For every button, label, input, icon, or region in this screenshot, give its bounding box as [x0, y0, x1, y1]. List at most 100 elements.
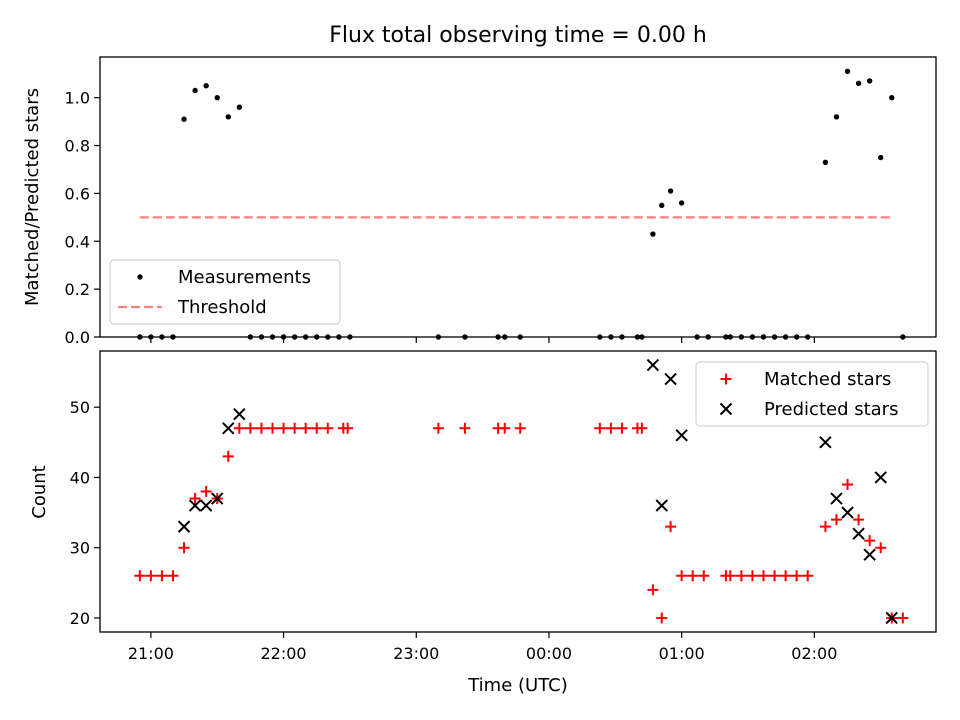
x-axis-label: Time (UTC) [467, 675, 568, 696]
data-point-matched-stars [746, 570, 758, 582]
x-tick-label: 01:00 [659, 644, 705, 663]
data-point-matched-stars [200, 486, 212, 497]
bottom-y-axis-label: Count [29, 465, 50, 518]
top-y-ticks: 0.0 0.2 0.4 0.6 0.8 1.0 [65, 89, 100, 347]
data-point-matched-stars [830, 514, 842, 526]
data-point-matched-stars [267, 422, 279, 434]
data-point-matched-stars [698, 570, 710, 582]
data-point-matched-stars [134, 570, 146, 582]
data-point-matched-stars [656, 612, 668, 624]
data-point-matched-stars [244, 422, 256, 434]
data-point-matched-stars [222, 450, 234, 462]
top-x-ticks [150, 337, 815, 343]
y-tick-label: 20 [70, 609, 90, 628]
x-tick-label: 21:00 [128, 644, 174, 663]
top-axes-frame [99, 56, 937, 338]
x-tick-label: 22:00 [261, 644, 307, 663]
y-tick-label: 0.6 [65, 184, 90, 203]
series-predicted-stars [177, 358, 898, 625]
data-point-matched-stars [156, 570, 168, 582]
data-point-matched-stars [167, 570, 179, 582]
y-tick-label: 1.0 [65, 89, 90, 108]
bottom-axes-frame [99, 350, 937, 633]
data-point-predicted-stars [199, 499, 213, 512]
data-point-measurements [844, 68, 851, 75]
y-tick-label: 0.0 [65, 328, 90, 347]
data-point-predicted-stars [188, 499, 202, 512]
top-y-axis-label: Matched/Predicted stars [22, 88, 43, 306]
bottom-y-ticks: 20 30 40 50 [70, 398, 100, 628]
legend-label-measurements: Measurements [178, 267, 311, 288]
data-point-matched-stars [897, 612, 909, 624]
bottom-plot-area [134, 358, 909, 625]
y-tick-label: 0.8 [65, 137, 90, 156]
series-matched-stars [134, 422, 909, 624]
data-point-predicted-stars [664, 372, 677, 386]
data-point-matched-stars [853, 514, 865, 526]
bottom-x-ticks: 21:00 22:00 23:00 00:00 01:00 02:00 [128, 632, 837, 663]
data-point-matched-stars [780, 570, 792, 582]
data-point-matched-stars [791, 570, 803, 582]
data-point-matched-stars [616, 422, 628, 434]
data-point-matched-stars [189, 493, 201, 505]
data-point-measurements [878, 154, 884, 161]
data-point-measurements [866, 78, 873, 84]
data-point-measurements [659, 202, 665, 209]
data-point-matched-stars [300, 422, 312, 434]
top-panel: 0.0 0.2 0.4 0.6 0.8 1.0 Matched/Predicted sta… [22, 56, 937, 347]
data-point-predicted-stars [863, 548, 876, 561]
data-point-matched-stars [757, 570, 769, 582]
data-point-predicted-stars [841, 506, 854, 519]
legend-label-matched-stars: Matched stars [764, 369, 891, 390]
data-point-matched-stars [311, 422, 323, 434]
data-point-predicted-stars [675, 429, 688, 442]
data-point-measurements [822, 159, 829, 165]
data-point-predicted-stars [874, 471, 887, 484]
legend-marker-matched-stars [720, 373, 732, 385]
data-point-predicted-stars [830, 492, 843, 505]
legend-marker-measurements [137, 274, 143, 280]
data-point-measurements [833, 114, 840, 120]
data-point-matched-stars [819, 521, 831, 533]
data-point-matched-stars [647, 584, 659, 596]
data-point-matched-stars [289, 422, 301, 434]
y-tick-label: 30 [70, 539, 90, 558]
data-point-matched-stars [605, 422, 617, 434]
data-point-matched-stars [769, 570, 781, 582]
x-tick-label: 23:00 [393, 644, 439, 663]
y-tick-label: 0.4 [65, 232, 90, 251]
data-point-predicted-stars [177, 520, 191, 533]
data-point-predicted-stars [885, 611, 898, 625]
data-point-measurements [236, 104, 243, 110]
data-point-matched-stars [499, 422, 511, 434]
data-point-predicted-stars [819, 436, 832, 449]
data-point-matched-stars [459, 422, 471, 434]
y-tick-label: 0.2 [65, 280, 90, 299]
data-point-matched-stars [432, 422, 444, 434]
x-tick-label: 00:00 [526, 644, 572, 663]
data-point-matched-stars [278, 422, 290, 434]
data-point-predicted-stars [222, 422, 235, 435]
data-point-matched-stars [233, 422, 245, 434]
data-point-predicted-stars [233, 408, 246, 421]
data-point-predicted-stars [211, 492, 224, 505]
data-point-matched-stars [842, 478, 854, 490]
data-point-measurements [225, 114, 231, 120]
data-point-matched-stars [178, 542, 190, 554]
chart-title: Flux total observing time = 0.00 h [329, 23, 707, 48]
data-point-predicted-stars [646, 358, 660, 372]
legend-frame [109, 259, 341, 325]
data-point-matched-stars [594, 422, 606, 434]
data-point-matched-stars [687, 570, 699, 582]
legend-frame [695, 361, 929, 427]
data-point-matched-stars [676, 570, 688, 582]
data-point-measurements [678, 200, 685, 206]
y-tick-label: 50 [70, 398, 90, 417]
data-point-matched-stars [864, 535, 876, 547]
data-point-measurements [203, 83, 209, 89]
data-point-matched-stars [665, 521, 677, 533]
data-point-matched-stars [724, 570, 736, 582]
data-point-matched-stars [735, 570, 747, 582]
data-point-matched-stars [342, 422, 354, 434]
